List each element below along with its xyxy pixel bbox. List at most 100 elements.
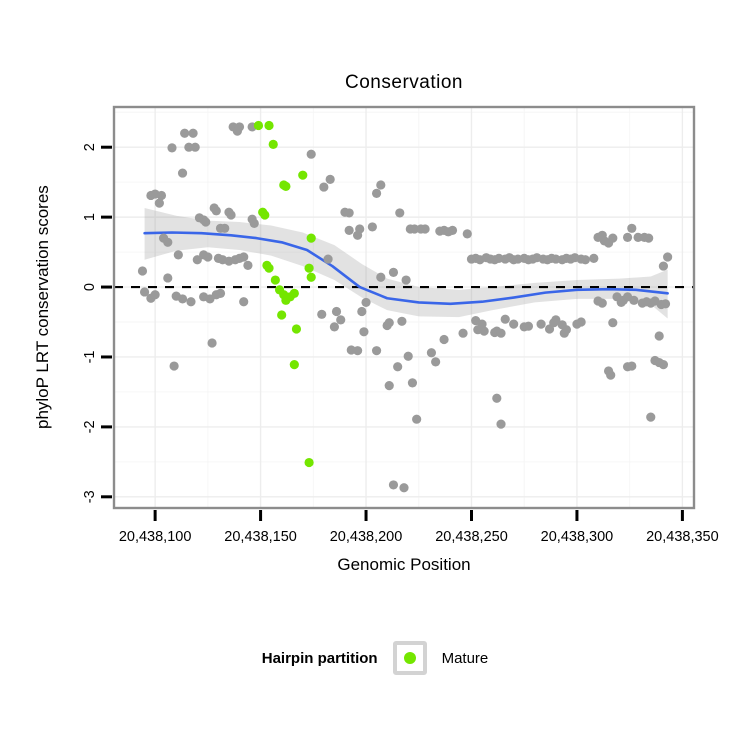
scatter-point [654,331,664,341]
legend: Hairpin partition Mature [0,639,750,677]
mature-point [291,324,302,334]
scatter-point [325,174,335,184]
scatter-point [192,255,202,265]
scatter-point [561,325,572,335]
scatter-point [249,218,259,229]
scatter-point [215,288,226,298]
scatter-point [401,275,411,285]
scatter-point [627,361,637,371]
scatter-point [344,208,354,218]
scatter-point [403,351,413,361]
scatter-point [357,306,367,317]
mature-point [268,139,278,150]
mature-point [253,120,264,131]
scatter-point [633,232,643,243]
x-tick-label: 20,438,100 [119,529,192,545]
scatter-point [239,297,249,307]
mature-point [260,210,270,220]
scatter-point [627,223,637,233]
scatter-point [173,250,183,260]
scatter-point [388,480,399,490]
mature-point [289,360,299,370]
scatter-point [323,254,333,264]
mature-point [306,233,316,243]
scatter-point [163,237,173,247]
scatter-point [431,357,441,367]
scatter-point [376,180,386,190]
scatter-point [184,142,194,152]
scatter-point [597,298,607,308]
scatter-point [167,143,177,153]
scatter-point [399,483,409,493]
confidence-band [144,208,668,319]
y-tick-label: 1 [82,213,98,221]
mature-point [264,120,274,131]
scatter-point [407,378,418,388]
scatter-point [355,224,365,234]
scatter-point [139,287,150,297]
scatter-point [331,306,342,317]
scatter-point [203,252,213,262]
scatter-point [500,314,510,324]
legend-item-label-mature: Mature [441,649,489,667]
mature-point [304,263,314,273]
scatter-point [388,267,399,277]
mature-point [277,310,287,320]
scatter-point [226,210,236,220]
scatter-point [211,206,221,216]
panel-border [112,105,696,510]
mature-point [281,181,291,191]
y-tick-label: -3 [82,490,98,503]
scatter-point [180,128,190,138]
scatter-point [509,319,519,329]
scatter-point [156,190,167,201]
scatter-point [232,126,242,136]
scatter-point [190,142,200,152]
scatter-point [177,294,188,304]
smooth-line [143,231,669,306]
scatter-point [644,233,654,243]
scatter-point [395,208,405,218]
scatter-point [371,346,382,356]
mature-point [270,275,280,285]
legend-title: Hairpin partition [261,649,378,667]
mature-point [306,272,316,282]
scatter-point [177,168,188,178]
mature-point [304,457,314,468]
scatter-point [589,253,599,263]
plot-panel [114,107,694,508]
scatter-point [439,334,449,345]
x-tick-label: 20,438,250 [435,529,508,545]
y-tick-label: -2 [82,420,98,433]
scatter-point [496,328,506,338]
scatter-point [409,224,420,234]
scatter-point [384,381,394,391]
scatter-point [397,316,407,326]
scatter-point [243,260,253,270]
scatter-point [458,328,468,338]
scatter-point [658,360,669,370]
scatter-point [576,317,586,327]
scatter-point [660,299,671,309]
scatter-point [479,326,489,336]
chart-title: Conservation [345,72,463,93]
y-tick-label: 0 [82,283,98,291]
scatter-point [319,182,329,192]
scatter-point [376,272,386,282]
scatter-point [371,188,382,198]
scatter-point [646,412,656,422]
scatter-point [580,255,590,265]
scatter-point [344,225,354,236]
scatter-point [426,348,437,358]
scatter-point [420,224,430,234]
legend-key-mature [392,641,427,675]
scatter-point [393,362,403,372]
y-tick-label: -1 [82,351,98,364]
mature-point [281,295,291,305]
scatter-point [536,319,546,329]
mature-point [298,170,308,180]
x-tick-label: 20,438,300 [541,529,614,545]
x-tick-label: 20,438,150 [224,529,297,545]
scatter-point [188,128,198,138]
